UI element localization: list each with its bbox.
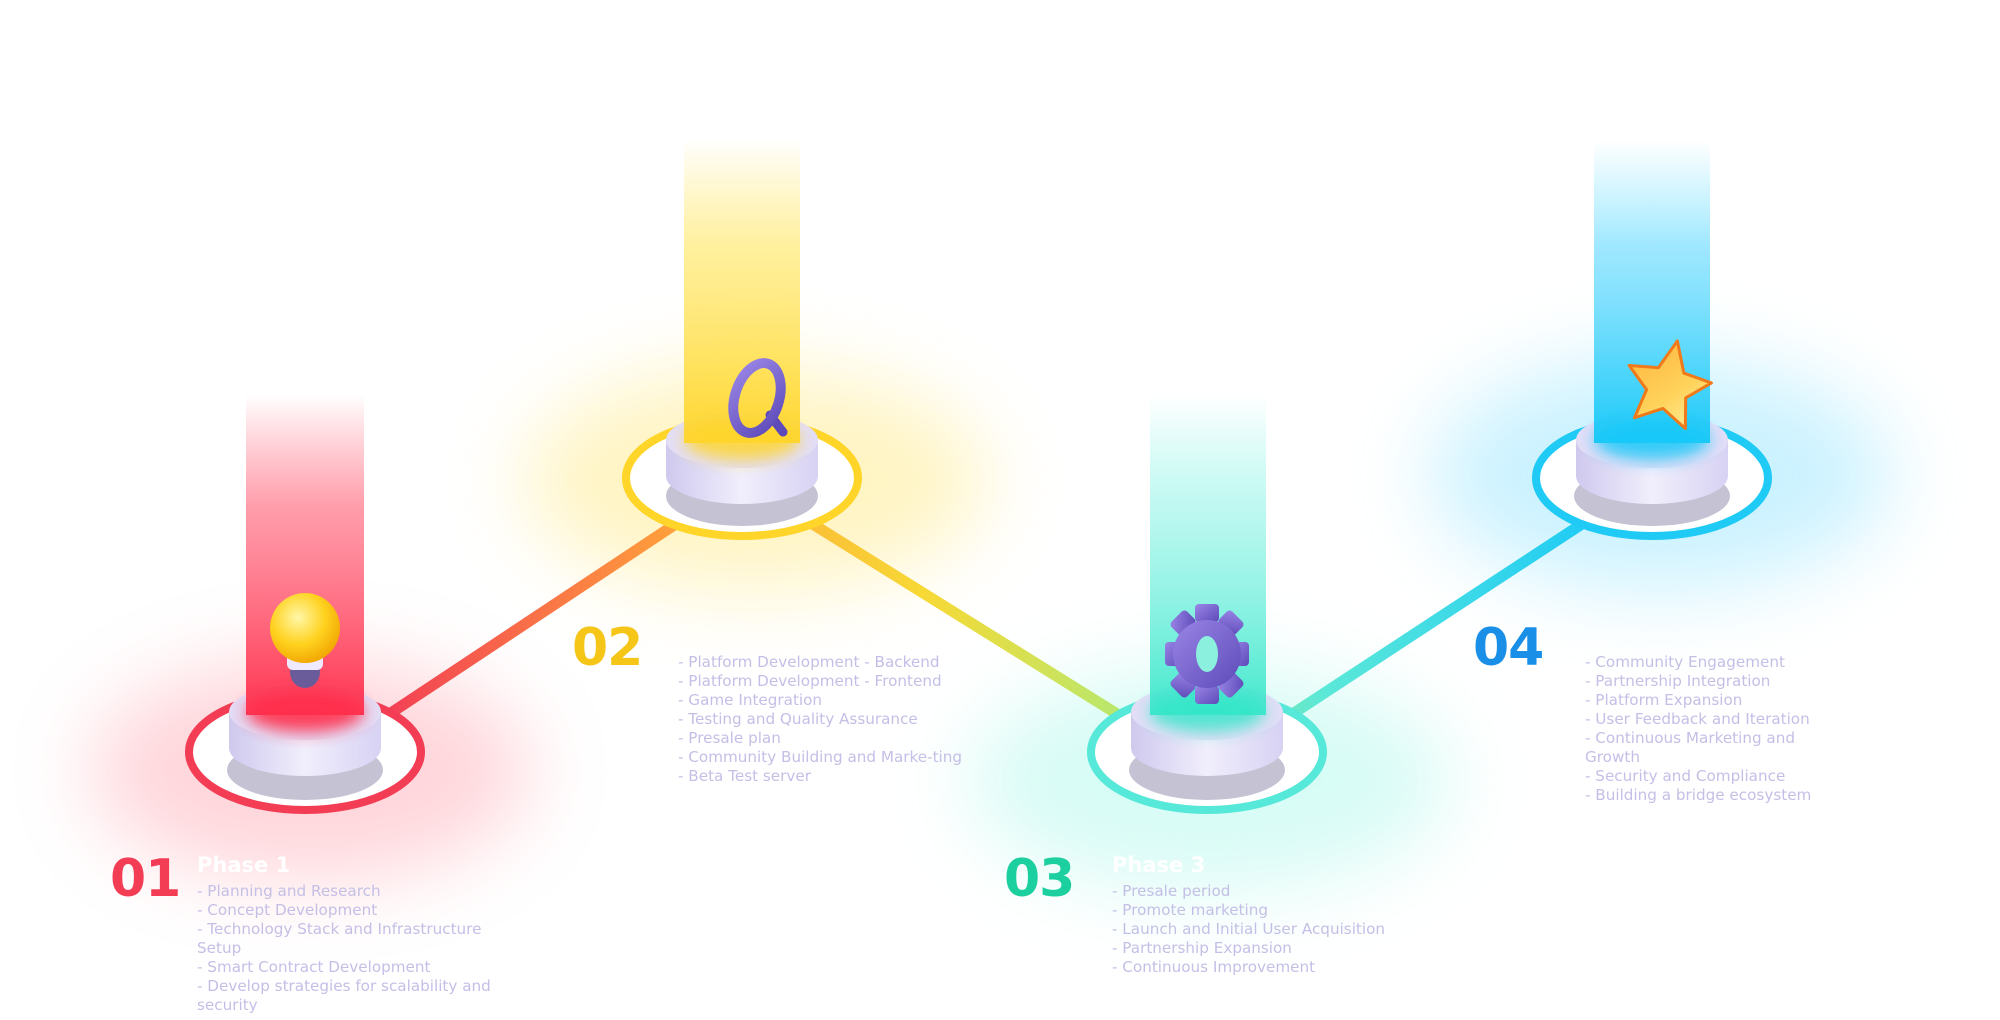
lightbulb-icon [270, 593, 340, 688]
list-item: - Platform Expansion [1585, 691, 1743, 709]
phase-3-node [1087, 395, 1327, 814]
list-item: - Partnership Expansion [1112, 939, 1292, 957]
phase-3-items: - Presale period - Promote marketing - L… [1112, 882, 1432, 977]
magnifier-icon [728, 358, 788, 438]
list-item: - Community Engagement [1585, 653, 1785, 671]
list-item: - Beta Test server [678, 767, 811, 785]
gear-icon [1165, 604, 1249, 704]
list-item: - Technology Stack and Infrastructure Se… [197, 920, 482, 957]
list-item: - Smart Contract Development [197, 958, 431, 976]
list-item: - Building a bridge ecosystem [1585, 786, 1812, 804]
phase-2-node [622, 140, 862, 540]
phase-4-number: 04 [1473, 618, 1544, 678]
phase-3-beam-base [1149, 692, 1265, 732]
list-item: - Continuous Improvement [1112, 958, 1316, 976]
phase-2-items: - Platform Development - Backend - Platf… [678, 653, 968, 786]
phase-4-node [1532, 140, 1772, 540]
list-item: - Promote marketing [1112, 901, 1268, 919]
phase-4-beam-base [1594, 420, 1710, 460]
star-icon [1627, 339, 1713, 431]
phase-3-title: Phase 3 [1112, 853, 1206, 877]
list-item: - Planning and Research [197, 882, 381, 900]
phase-1-items: - Planning and Research - Concept Develo… [197, 882, 517, 1015]
list-item: - Presale plan [678, 729, 781, 747]
phase-2-beam-base [684, 420, 800, 460]
timeline-path [299, 472, 1658, 776]
phase-1-title: Phase 1 [197, 853, 291, 877]
phase-1-beam-base [246, 692, 364, 732]
list-item: - Continuous Marketing and Growth [1585, 729, 1796, 766]
list-item: - Security and Compliance [1585, 767, 1786, 785]
list-item: - Platform Development - Frontend [678, 672, 942, 690]
list-item: - Community Building and Marke-ting [678, 748, 963, 766]
phase-2-number: 02 [572, 618, 643, 678]
list-item: - Platform Development - Backend [678, 653, 940, 671]
list-item: - Launch and Initial User Acquisition [1112, 920, 1386, 938]
phase-4-items: - Community Engagement - Partnership Int… [1585, 653, 1845, 805]
phase-3-number: 03 [1004, 849, 1075, 909]
list-item: - Testing and Quality Assurance [678, 710, 918, 728]
list-item: - Presale period [1112, 882, 1231, 900]
list-item: - Concept Development [197, 901, 378, 919]
list-item: - Partnership Integration [1585, 672, 1771, 690]
list-item: - Game Integration [678, 691, 823, 709]
phase-1-number: 01 [110, 849, 181, 909]
list-item: - User Feedback and Iteration [1585, 710, 1810, 728]
list-item: - Develop strategies for scalability and… [197, 977, 491, 1014]
phase-1-node [185, 395, 425, 814]
